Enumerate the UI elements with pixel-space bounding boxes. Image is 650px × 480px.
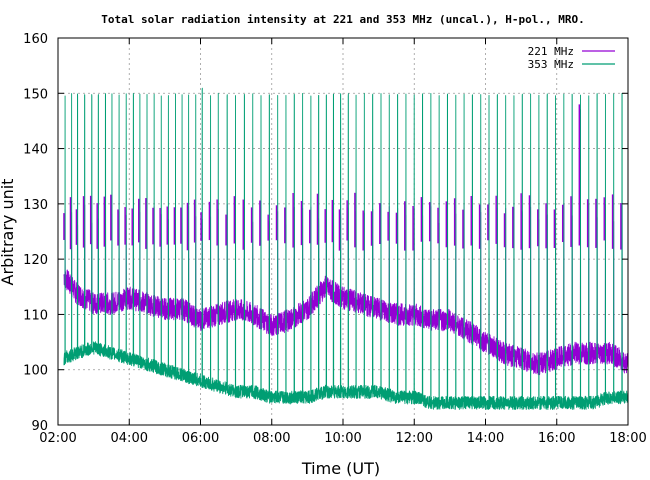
series-353-line <box>63 87 629 410</box>
x-tick-label: 02:00 <box>39 431 76 446</box>
legend: 221 MHz 353 MHz <box>528 45 615 71</box>
y-tick-label: 130 <box>23 198 48 213</box>
x-tick-labels: 02:00 04:00 06:00 08:00 10:00 12:00 14:00 16:00… <box>39 431 646 446</box>
y-tick-label: 140 <box>23 143 48 158</box>
x-axis-label: Time (UT) <box>301 459 380 478</box>
y-axis-label: Arbitrary unit <box>0 179 17 286</box>
x-tick-label: 18:00 <box>609 431 646 446</box>
y-tick-label: 120 <box>23 253 48 268</box>
x-tick-label: 16:00 <box>538 431 575 446</box>
y-tick-label: 100 <box>23 364 48 379</box>
x-tick-label: 06:00 <box>182 431 219 446</box>
plot-frame <box>57 37 629 426</box>
legend-label-353: 353 MHz <box>528 58 574 71</box>
y-tick-label: 90 <box>31 419 48 434</box>
series-layer <box>63 87 629 410</box>
legend-label-221: 221 MHz <box>528 45 574 58</box>
y-tick-label: 150 <box>23 87 48 102</box>
x-tick-label: 08:00 <box>253 431 290 446</box>
x-tick-label: 10:00 <box>324 431 361 446</box>
x-tick-label: 04:00 <box>111 431 148 446</box>
y-tick-label: 110 <box>23 308 48 323</box>
chart-title: Total solar radiation intensity at 221 a… <box>101 13 584 26</box>
series-221-line <box>63 109 629 376</box>
x-tick-label: 14:00 <box>467 431 504 446</box>
x-tick-label: 12:00 <box>396 431 433 446</box>
y-tick-labels: 90 100 110 120 130 140 150 160 <box>23 32 48 434</box>
y-tick-label: 160 <box>23 32 48 47</box>
